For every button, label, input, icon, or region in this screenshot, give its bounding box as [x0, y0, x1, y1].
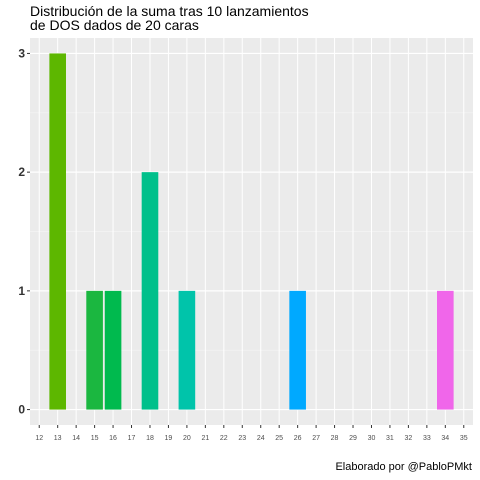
- major-y-gridlines: [30, 52, 473, 411]
- chart-title-line-2: de DOS dados de 20 caras: [30, 17, 199, 33]
- x-gridlines: [38, 38, 465, 425]
- minor-y-gridlines: [30, 112, 473, 351]
- x-tick-label: 24: [257, 435, 265, 442]
- bars: [49, 53, 454, 410]
- y-tick-label: 1: [18, 284, 25, 298]
- y-tick-label: 0: [18, 403, 25, 417]
- x-tick-label: 20: [183, 435, 191, 442]
- bar-20: [178, 290, 196, 410]
- x-tick-label: 34: [441, 435, 449, 442]
- bar-26: [289, 290, 306, 410]
- x-tick-label: 31: [386, 435, 394, 442]
- x-tick-label: 29: [349, 435, 357, 442]
- x-tick-label: 23: [238, 435, 246, 442]
- x-tick-label: 15: [91, 435, 99, 442]
- x-tick-label: 22: [220, 435, 228, 442]
- x-tick-label: 18: [146, 435, 154, 442]
- bar-16: [104, 290, 122, 410]
- x-tick-label: 35: [460, 435, 468, 442]
- x-tick-label: 19: [165, 435, 173, 442]
- x-tick-label: 16: [109, 435, 117, 442]
- y-axis: 0 1 2 3: [18, 46, 30, 417]
- bar-15: [86, 290, 103, 410]
- x-tick-label: 12: [35, 435, 43, 442]
- y-tick-label: 3: [18, 46, 25, 60]
- x-tick-label: 25: [275, 435, 283, 442]
- chart-caption: Elaborado por @PabloPMkt: [335, 461, 472, 473]
- x-tick-label: 26: [294, 435, 302, 442]
- x-tick-label: 21: [201, 435, 209, 442]
- x-tick-label: 17: [128, 435, 136, 442]
- bar-18: [141, 172, 159, 410]
- x-tick-label: 33: [423, 435, 431, 442]
- bar-34: [437, 290, 454, 410]
- x-axis: 12 13 14 15 16 17 18 19 20 21 22 23 24 25 26 27 28 29 30 31…: [35, 425, 468, 442]
- bar-13: [49, 53, 66, 410]
- y-tick-label: 2: [18, 165, 25, 179]
- x-tick-label: 30: [368, 435, 376, 442]
- x-tick-label: 14: [72, 435, 80, 442]
- chart-title-line-1: Distribución de la suma tras 10 lanzamie…: [30, 3, 309, 19]
- x-tick-label: 32: [404, 435, 412, 442]
- x-tick-label: 28: [331, 435, 339, 442]
- x-tick-label: 27: [312, 435, 320, 442]
- x-tick-label: 13: [54, 435, 62, 442]
